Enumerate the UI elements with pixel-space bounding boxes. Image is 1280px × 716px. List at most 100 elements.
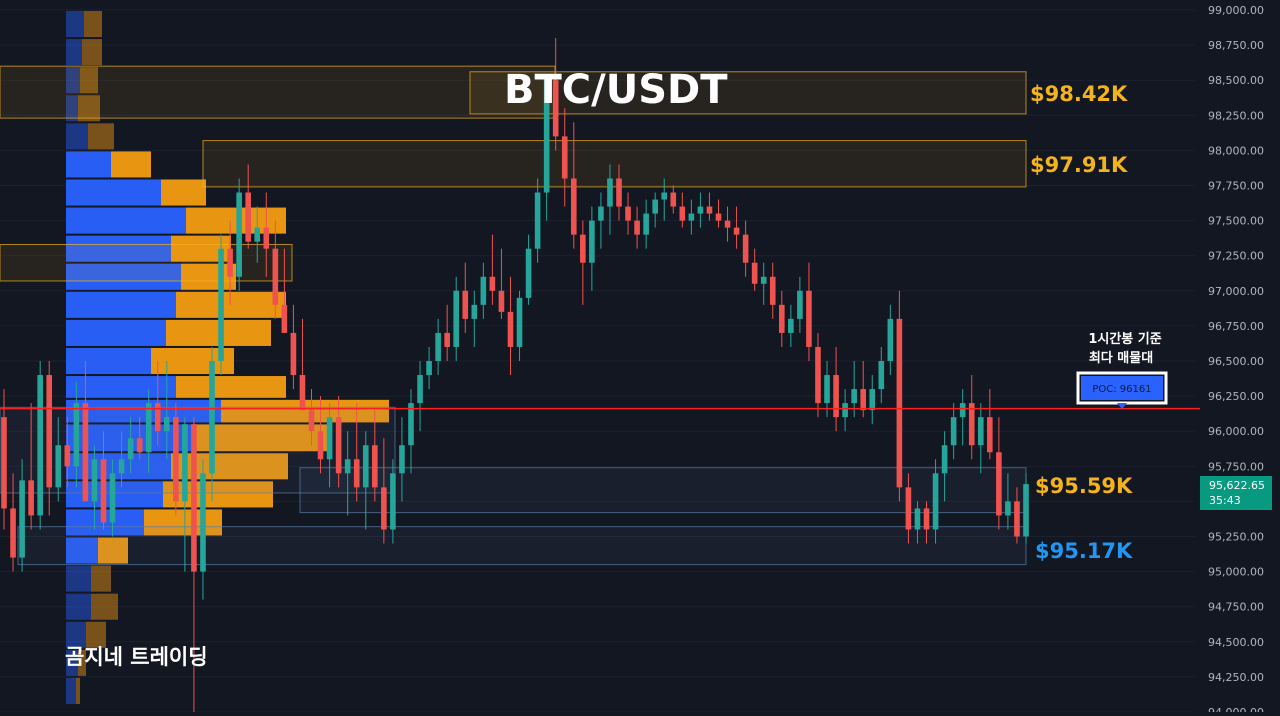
candle-body (968, 403, 975, 446)
level-zone (0, 243, 293, 282)
profile-bar-buy (66, 39, 82, 66)
candle-body (82, 403, 89, 502)
candle-body (55, 445, 62, 488)
candle-body (733, 227, 740, 235)
profile-bar-buy (66, 67, 80, 94)
candle-body (480, 276, 487, 305)
current-price-badge (1200, 476, 1272, 510)
candle-body (145, 403, 152, 453)
candle-body (706, 206, 713, 214)
profile-bar-sell (82, 39, 102, 66)
candle-body (353, 459, 360, 488)
profile-bar-sell (181, 263, 236, 290)
candle-body (806, 290, 812, 347)
candle-body (182, 424, 188, 502)
candle-body (607, 178, 613, 207)
price-axis-tick: 95,000.00 (1208, 566, 1264, 579)
price-axis-tick: 96,750.00 (1208, 320, 1264, 333)
profile-bar-sell (76, 677, 80, 704)
candle-body (570, 178, 577, 235)
candle-body (390, 473, 396, 530)
candle-body (516, 297, 523, 347)
candle-body (498, 290, 505, 312)
watermark-text: 곰지네 트레이딩 (65, 645, 208, 669)
candle-body (507, 311, 514, 347)
profile-bar-buy (66, 537, 98, 564)
candle-body (878, 361, 885, 390)
candle-body (317, 431, 324, 460)
candle-body (46, 375, 53, 488)
price-axis-tick: 94,500.00 (1208, 636, 1264, 649)
current-price-value: 95,622.65 (1209, 479, 1265, 492)
poc-pointer-icon (1117, 403, 1127, 409)
candle-body (625, 206, 631, 221)
candle-body (37, 375, 43, 516)
candle-body (887, 318, 894, 361)
price-axis-tick: 96,250.00 (1208, 390, 1264, 403)
candle-body (751, 262, 758, 284)
level-label-95-17k: $95.17K (1035, 539, 1133, 563)
candle-body (769, 276, 776, 305)
candle-body (932, 473, 939, 530)
profile-bar-sell (78, 95, 100, 122)
candle-body (191, 424, 197, 572)
candle-body (598, 206, 604, 221)
candle-body (200, 473, 206, 572)
candle-body (381, 487, 387, 530)
profile-bar-sell (84, 11, 102, 38)
candle-body (561, 136, 568, 179)
profile-bar-sell (176, 376, 286, 398)
price-axis-tick: 96,500.00 (1208, 355, 1264, 368)
candle-body (869, 389, 876, 411)
price-axis-tick: 94,000.00 (1208, 706, 1264, 712)
candle-body (697, 206, 704, 214)
price-axis-tick: 95,750.00 (1208, 460, 1264, 473)
candle-body (118, 459, 125, 474)
candle-body (362, 445, 369, 488)
price-axis-tick: 94,250.00 (1208, 671, 1264, 684)
profile-bar-sell (80, 67, 98, 94)
profile-bar-sell (111, 151, 151, 178)
candle-body (209, 361, 215, 474)
candle-body (263, 227, 270, 249)
level-label-97-91k: $97.91K (1030, 153, 1128, 177)
candle-body (136, 438, 143, 453)
candle-body (833, 375, 839, 418)
candle-body (489, 276, 496, 291)
candle-body (28, 480, 34, 516)
candle-body (670, 192, 677, 207)
chart-title: BTC/USDT (504, 67, 728, 113)
candle-body (1014, 501, 1020, 537)
candle-body (236, 192, 242, 277)
candle-body (399, 445, 405, 474)
profile-bar-sell (78, 649, 86, 676)
candle-body (923, 508, 930, 530)
profile-bar-buy (66, 179, 161, 206)
candle-body (444, 332, 450, 347)
profile-bar-sell (98, 537, 128, 564)
candle-body (453, 290, 460, 347)
candle-body (580, 234, 586, 263)
candle-body (245, 192, 251, 242)
candle-body (552, 80, 559, 137)
candle-body (19, 480, 25, 558)
candle-body (941, 445, 948, 474)
candle-body (652, 199, 658, 214)
price-axis-tick: 99,000.00 (1208, 4, 1264, 17)
profile-bar-sell (161, 179, 206, 206)
candle-body (679, 206, 686, 221)
candle-body (326, 417, 333, 460)
level-label-95-59k: $95.59K (1035, 474, 1133, 498)
price-axis-tick: 97,000.00 (1208, 285, 1264, 298)
candle-body (797, 290, 803, 319)
price-axis-tick: 94,750.00 (1208, 601, 1264, 614)
candle-body (163, 417, 170, 432)
price-axis-tick: 98,000.00 (1208, 144, 1264, 157)
level-zone (469, 71, 1027, 115)
candle-body (987, 417, 993, 453)
candle-body (173, 417, 179, 502)
candle-body (634, 220, 640, 235)
profile-bar-buy (66, 649, 78, 676)
